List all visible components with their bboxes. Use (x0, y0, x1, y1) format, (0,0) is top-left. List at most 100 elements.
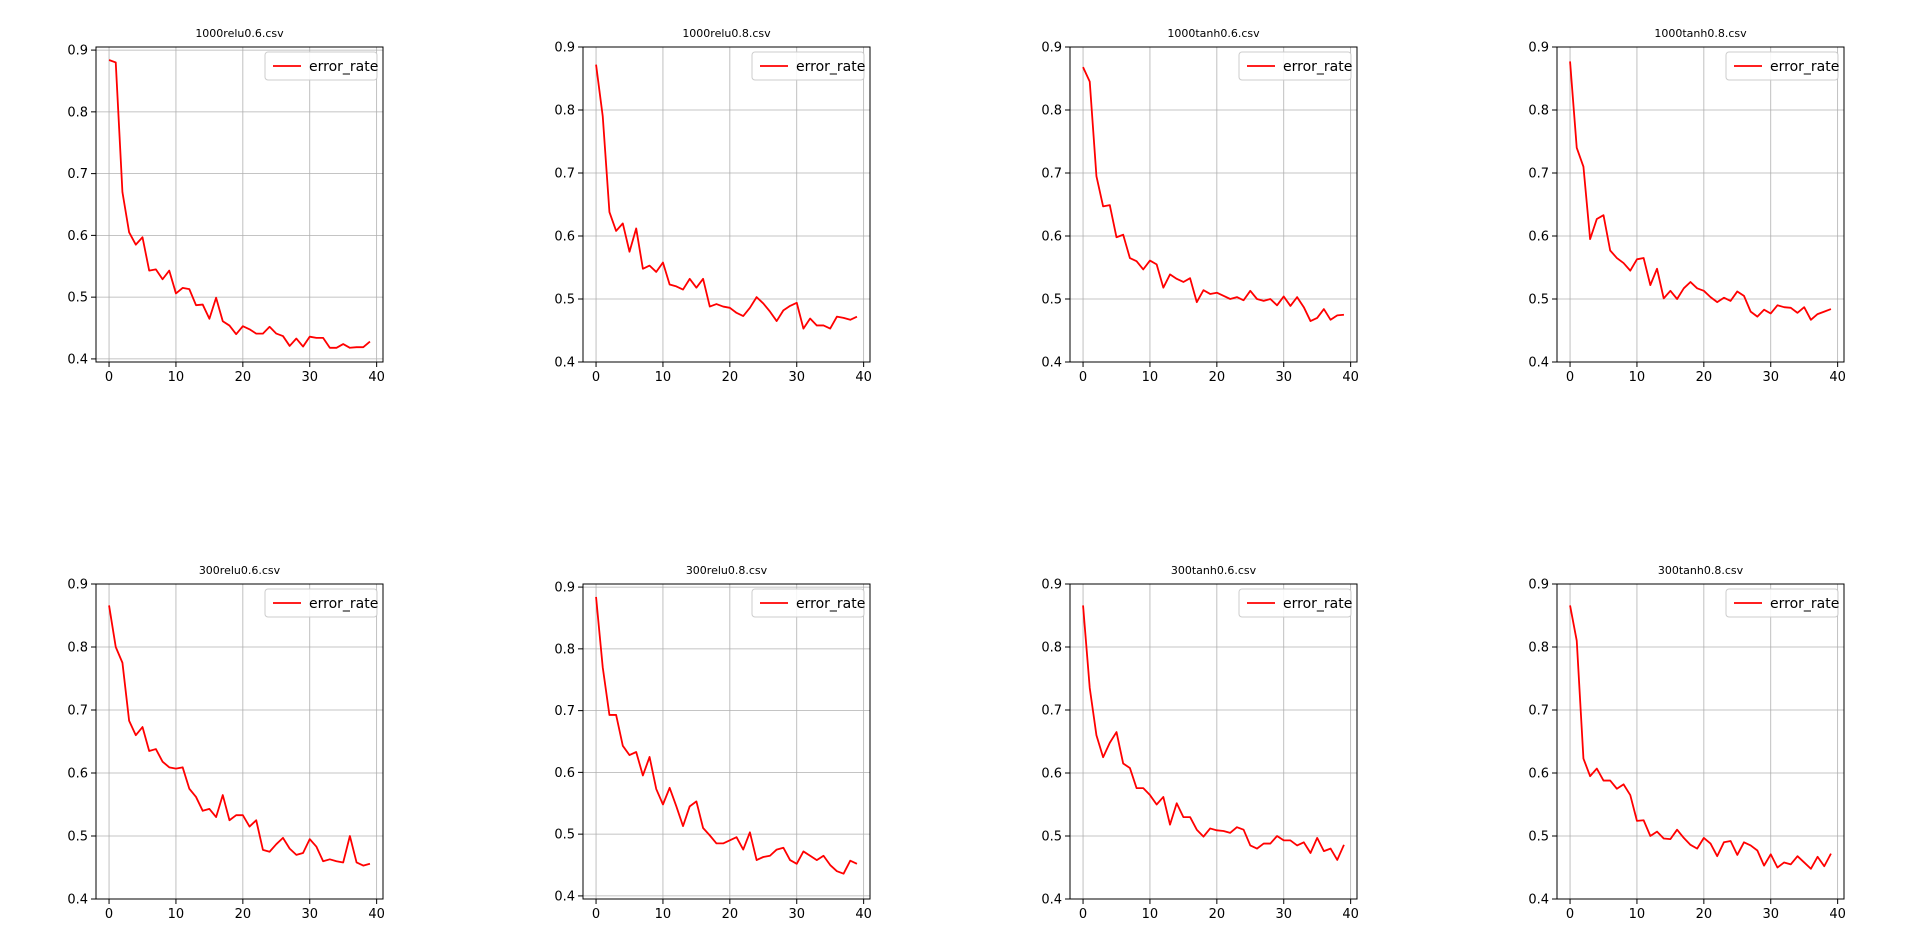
x-tick-label: 30 (301, 907, 318, 922)
subplot-2: 1000relu0.8.csv 0 10 20 30 40 0.4 0.5 0.6 0.7 0.8 0… (554, 27, 872, 385)
y-tick-label: 0.7 (554, 704, 575, 719)
subplot-title: 300tanh0.8.csv (1658, 564, 1744, 577)
legend-box (1725, 588, 1839, 618)
legend-box (264, 588, 378, 618)
y-tick-label: 0.9 (1041, 578, 1062, 593)
legend: error_rate (1725, 588, 1839, 618)
legend-label: error_rate (309, 59, 378, 75)
y-tick-label: 0.5 (554, 293, 575, 308)
legend-label: error_rate (309, 596, 378, 612)
y-tick-label: 0.5 (67, 291, 88, 306)
legend-box (264, 51, 378, 81)
axes-frame (582, 583, 871, 900)
series-line-error-rate (1082, 605, 1345, 861)
y-tick-label: 0.9 (67, 44, 88, 59)
subplot-title: 1000relu0.6.csv (195, 27, 284, 40)
y-tick-label: 0.9 (554, 581, 575, 596)
legend-label: error_rate (1283, 596, 1352, 612)
y-tick-label: 0.6 (1041, 767, 1062, 782)
y-tick-label: 0.8 (554, 642, 575, 657)
y-tick-label: 0.7 (1528, 167, 1549, 182)
y-tick-label: 0.9 (554, 41, 575, 56)
y-tick-label: 0.8 (1528, 641, 1549, 656)
y-tick-label: 0.6 (67, 229, 88, 244)
x-tick-label: 20 (235, 370, 252, 385)
axes-frame (95, 583, 384, 900)
x-tick-label: 0 (1079, 370, 1087, 385)
x-tick-label: 0 (1079, 907, 1087, 922)
y-tick-label: 0.8 (1041, 641, 1062, 656)
axes-frame (1069, 46, 1358, 363)
x-tick-label: 40 (368, 370, 385, 385)
y-tick-label: 0.8 (67, 641, 88, 656)
y-tick-label: 0.5 (1528, 830, 1549, 845)
y-tick-label: 0.4 (67, 352, 88, 367)
legend-box (751, 51, 865, 81)
legend-label: error_rate (1770, 59, 1839, 75)
legend-label: error_rate (1770, 596, 1839, 612)
x-tick-label: 10 (168, 907, 185, 922)
x-tick-label: 40 (1342, 907, 1359, 922)
y-tick-label: 0.4 (1528, 356, 1549, 371)
axes-frame (95, 46, 384, 363)
y-tick-label: 0.5 (554, 828, 575, 843)
x-tick-label: 30 (788, 907, 805, 922)
x-tick-label: 10 (1142, 370, 1159, 385)
y-tick-label: 0.8 (1041, 104, 1062, 119)
subplot-title: 300relu0.6.csv (199, 564, 281, 577)
series-line-error-rate (1082, 66, 1345, 322)
y-tick-label: 0.7 (67, 704, 88, 719)
x-tick-label: 0 (105, 907, 113, 922)
x-tick-label: 0 (592, 907, 600, 922)
x-tick-label: 0 (105, 370, 113, 385)
y-tick-label: 0.7 (554, 167, 575, 182)
series-line-error-rate (1569, 605, 1832, 870)
x-tick-label: 0 (1566, 907, 1574, 922)
y-tick-label: 0.6 (554, 766, 575, 781)
subplot-title: 1000tanh0.6.csv (1167, 27, 1260, 40)
x-tick-label: 10 (1629, 370, 1646, 385)
y-tick-label: 0.5 (1041, 830, 1062, 845)
x-tick-label: 40 (1829, 907, 1846, 922)
y-tick-label: 0.6 (67, 767, 88, 782)
x-tick-label: 10 (655, 907, 672, 922)
x-tick-label: 40 (368, 907, 385, 922)
y-tick-label: 0.9 (1041, 41, 1062, 56)
x-tick-label: 20 (1696, 907, 1713, 922)
x-tick-label: 20 (722, 370, 739, 385)
x-tick-label: 20 (235, 907, 252, 922)
legend: error_rate (1725, 51, 1839, 81)
y-tick-label: 0.6 (1528, 767, 1549, 782)
subplot-6: 300relu0.8.csv 0 10 20 30 40 0.4 0.5 0.6 0.7 0.8 0.… (554, 564, 872, 922)
x-tick-label: 10 (1629, 907, 1646, 922)
legend: error_rate (264, 51, 378, 81)
y-tick-label: 0.9 (1528, 41, 1549, 56)
x-tick-label: 0 (592, 370, 600, 385)
y-tick-label: 0.5 (1041, 293, 1062, 308)
y-tick-label: 0.7 (67, 167, 88, 182)
axes-frame (1069, 583, 1358, 900)
axes-frame (582, 46, 871, 363)
x-tick-label: 40 (855, 907, 872, 922)
x-tick-label: 10 (1142, 907, 1159, 922)
subplot-1: 1000relu0.6.csv 0 10 20 30 40 0.4 0.5 0.6 0.7 0.8 0… (67, 27, 385, 385)
y-tick-label: 0.9 (1528, 578, 1549, 593)
subplot-title: 300relu0.8.csv (686, 564, 768, 577)
x-tick-label: 30 (1275, 907, 1292, 922)
x-tick-label: 30 (1762, 907, 1779, 922)
y-tick-label: 0.4 (1041, 356, 1062, 371)
legend-label: error_rate (796, 596, 865, 612)
legend: error_rate (1238, 51, 1352, 81)
series-line-error-rate (595, 64, 858, 330)
y-tick-label: 0.6 (1528, 230, 1549, 245)
subplot-title: 1000tanh0.8.csv (1654, 27, 1747, 40)
legend: error_rate (1238, 588, 1352, 618)
legend-box (751, 588, 865, 618)
series-line-error-rate (595, 596, 858, 875)
subplot-8: 300tanh0.8.csv 0 10 20 30 40 0.4 0.5 0.6 0.7 0.8 0.… (1528, 564, 1846, 922)
series-line-error-rate (1569, 61, 1832, 321)
y-tick-label: 0.4 (554, 356, 575, 371)
subplot-title: 300tanh0.6.csv (1171, 564, 1257, 577)
y-tick-label: 0.6 (554, 230, 575, 245)
x-tick-label: 20 (1209, 907, 1226, 922)
